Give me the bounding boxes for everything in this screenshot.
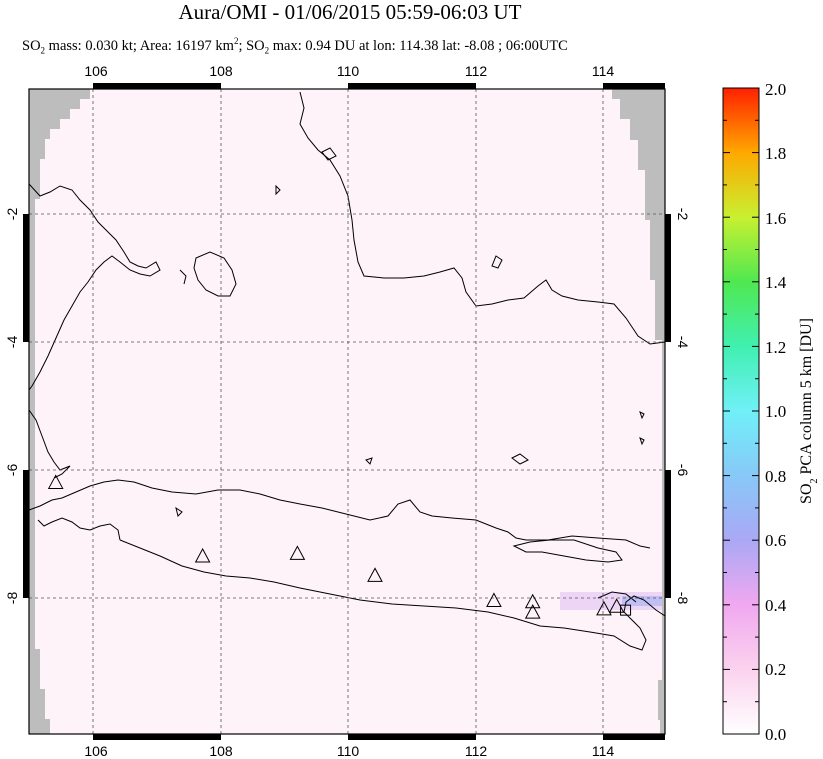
lon-tick-top-112: 112	[465, 63, 488, 79]
cb-label-9: 1.8	[765, 144, 786, 163]
lon-tick-bottom-108: 108	[209, 743, 233, 759]
so2-max-marker	[620, 604, 632, 616]
volcano-marker	[486, 592, 502, 607]
cb-axis-label-text: PCA column 5 km [DU]	[798, 318, 815, 478]
volcano-marker	[367, 567, 383, 582]
lat-tick-right-8: -8	[675, 592, 691, 605]
no-data-left	[29, 89, 90, 734]
cb-label-2: 0.4	[765, 596, 787, 615]
cb-label-3: 0.6	[765, 531, 786, 550]
grid-lines	[29, 89, 665, 734]
frame-scale-bars	[23, 83, 671, 740]
lat-tick-right-4: -4	[675, 336, 691, 349]
cb-label-0: 0.0	[765, 725, 786, 744]
cb-label-1: 0.2	[765, 660, 786, 679]
volcano-marker	[194, 547, 211, 563]
colorbar-tick-labels: 0.0 0.2 0.4 0.6 0.8 1.0 1.2 1.4 1.6 1.8 …	[765, 80, 787, 744]
subtitle-so2-sub: 2	[40, 45, 46, 56]
cb-label-6: 1.2	[765, 338, 786, 357]
lon-tick-top-110: 110	[337, 63, 360, 79]
volcano-marker	[47, 474, 64, 489]
subtitle-mass-area: mass: 0.030 kt; Area: 16197 km	[45, 37, 234, 54]
cb-axis-label-sub: 2	[809, 479, 820, 484]
subtitle-max-sub: 2	[264, 45, 270, 56]
lon-tick-bottom-112: 112	[465, 743, 488, 759]
volcano-marker	[524, 604, 541, 619]
no-data-right	[612, 89, 665, 734]
map-frame	[28, 88, 666, 735]
lat-tick-left-8: -8	[4, 592, 20, 605]
lon-tick-bottom-114: 114	[592, 743, 615, 759]
lon-tick-top-108: 108	[209, 63, 233, 79]
cb-label-8: 1.6	[765, 209, 786, 228]
colorbar-ticks	[723, 87, 759, 735]
lat-tick-left-4: -4	[4, 336, 20, 349]
subtitle-max-text: max: 0.94 DU at lon: 114.38 lat: -8.08 ;…	[269, 37, 568, 54]
map-subtitle: SO2 mass: 0.030 kt; Area: 16197 km2; SO2…	[22, 36, 568, 56]
volcano-marker	[289, 545, 306, 560]
lat-tick-left-2: -2	[4, 208, 20, 221]
lat-tick-right-6: -6	[675, 464, 691, 477]
cb-axis-label-prefix: SO	[798, 484, 815, 504]
lon-tick-bottom-106: 106	[84, 743, 108, 759]
map-title: Aura/OMI - 01/06/2015 05:59-06:03 UT	[178, 0, 522, 24]
lat-tick-left-6: -6	[4, 464, 20, 477]
lon-tick-top-106: 106	[84, 63, 108, 79]
so2-plume-max	[622, 596, 662, 606]
volcano-marker	[596, 600, 612, 616]
lon-tick-bottom-110: 110	[337, 743, 360, 759]
volcano-marker	[524, 593, 541, 609]
subtitle-area-sup: 2	[233, 36, 239, 46]
colorbar-axis-label: SO2 PCA column 5 km [DU]	[798, 318, 820, 504]
lon-tick-top-114: 114	[592, 63, 615, 79]
cb-label-4: 0.8	[765, 467, 786, 486]
so2-background-tint	[29, 89, 665, 734]
cb-label-10: 2.0	[765, 80, 786, 99]
cb-label-5: 1.0	[765, 402, 786, 421]
subtitle-max-prefix: ; SO	[238, 37, 265, 54]
cb-label-7: 1.4	[765, 273, 787, 292]
lat-tick-right-2: -2	[675, 208, 691, 221]
subtitle-so2-prefix: SO	[22, 37, 41, 54]
volcano-markers	[47, 474, 625, 619]
